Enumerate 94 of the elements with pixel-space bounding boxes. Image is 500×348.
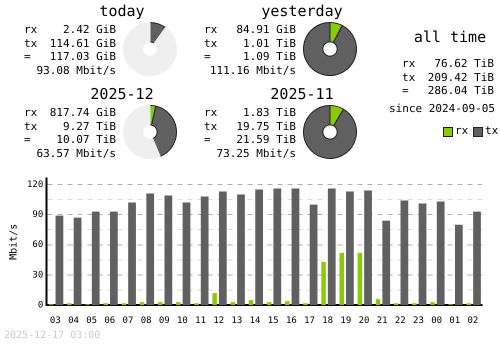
bar — [382, 220, 390, 306]
text: rx 1.83 TiB — [204, 106, 296, 119]
bar — [454, 224, 463, 306]
x-tick-label: 17 — [304, 316, 315, 326]
bar — [321, 262, 326, 306]
bar — [74, 218, 82, 306]
bar — [473, 212, 481, 306]
x-tick-label: 15 — [268, 316, 279, 326]
x-tick-label: 01 — [449, 316, 460, 326]
y-tick-label: 0 — [38, 300, 44, 311]
text: since 2024-09-05 — [388, 102, 495, 115]
x-tick-label: 19 — [340, 316, 352, 326]
legend-label: rx — [455, 124, 468, 137]
x-tick-label: 13 — [231, 316, 242, 326]
bar — [128, 202, 136, 306]
text: tx 19.75 TiB — [204, 120, 296, 132]
bar — [273, 188, 282, 306]
bar — [200, 196, 209, 306]
x-tick-label: 05 — [86, 316, 98, 326]
chart-title: yesterday — [260, 2, 344, 20]
x-tick-label: 14 — [250, 316, 260, 326]
text: all time — [412, 28, 488, 46]
text: 73.25 Mbit/s — [216, 146, 296, 160]
bar — [285, 301, 290, 306]
y-axis-title: Mbit/s — [8, 224, 20, 260]
x-tick-label: 18 — [322, 316, 334, 326]
bar — [248, 300, 254, 306]
bar — [358, 252, 362, 306]
x-tick-label: 03 — [50, 316, 61, 326]
y-tick-label: 120 — [26, 180, 44, 190]
bar — [110, 212, 118, 306]
bar — [140, 302, 144, 306]
bar — [212, 293, 217, 306]
x-tick-label: 04 — [68, 316, 79, 326]
bar — [418, 204, 426, 306]
bar — [92, 212, 100, 306]
chart-title: 2025-12 — [89, 85, 155, 103]
bar — [430, 302, 435, 306]
bar — [158, 302, 162, 306]
x-tick-label: 20 — [358, 316, 370, 326]
bar — [340, 252, 344, 306]
x-tick-label: 09 — [158, 316, 170, 326]
x-tick-label: 07 — [122, 316, 134, 326]
bar — [346, 191, 354, 306]
x-tick-label: 11 — [195, 316, 206, 326]
chart-title: 2025-11 — [269, 85, 335, 103]
bar — [237, 194, 245, 306]
bar — [292, 188, 300, 306]
x-tick-label: 08 — [140, 316, 152, 326]
bar — [255, 189, 264, 306]
text: 93.08 Mbit/s — [36, 64, 116, 76]
text: = 286.04 TiB — [402, 84, 494, 97]
text: tx 9.27 TiB — [24, 120, 116, 132]
text: rx 817.74 GiB — [24, 106, 116, 119]
legend-label: tx — [485, 124, 498, 137]
text: rx 76.62 TiB — [402, 57, 494, 70]
text: rx 2.42 GiB — [24, 23, 116, 36]
y-tick-label: 30 — [32, 270, 44, 280]
x-tick-label: 10 — [177, 316, 188, 326]
bar — [164, 196, 172, 306]
x-tick-label: 23 — [413, 316, 424, 326]
bar — [176, 302, 181, 306]
bar — [310, 204, 318, 306]
x-tick-label: 02 — [468, 316, 478, 326]
y-tick-label: 90 — [32, 210, 44, 220]
x-tick-label: 06 — [104, 316, 116, 326]
x-tick-label: 12 — [213, 316, 224, 326]
text: tx 114.61 GiB — [24, 36, 116, 50]
bar — [376, 299, 380, 306]
chart-title: today — [98, 2, 146, 20]
text: rx 84.91 GiB — [204, 23, 296, 36]
text: tx 209.42 TiB — [402, 70, 494, 84]
x-tick-label: 21 — [376, 316, 388, 326]
x-tick-label: 16 — [286, 316, 297, 326]
text: 63.57 Mbit/s — [36, 146, 116, 160]
bar — [146, 193, 154, 306]
text: tx 1.01 TiB — [204, 36, 296, 50]
bar — [266, 302, 272, 306]
bar — [328, 188, 336, 306]
bar — [56, 216, 64, 306]
bar — [230, 302, 236, 306]
text: = 21.59 TiB — [204, 133, 296, 146]
bar — [400, 200, 408, 306]
y-tick-label: 60 — [32, 240, 44, 250]
x-tick-label: 00 — [431, 316, 442, 326]
text: = 1.09 TiB — [204, 50, 296, 63]
bar — [218, 191, 227, 306]
text: = 10.07 TiB — [24, 133, 116, 146]
text: 111.16 Mbit/s — [210, 64, 296, 76]
bar — [364, 190, 372, 306]
text: = 117.03 GiB — [24, 50, 116, 63]
bar — [436, 202, 445, 306]
x-tick-label: 22 — [394, 316, 406, 326]
bar — [182, 202, 190, 306]
